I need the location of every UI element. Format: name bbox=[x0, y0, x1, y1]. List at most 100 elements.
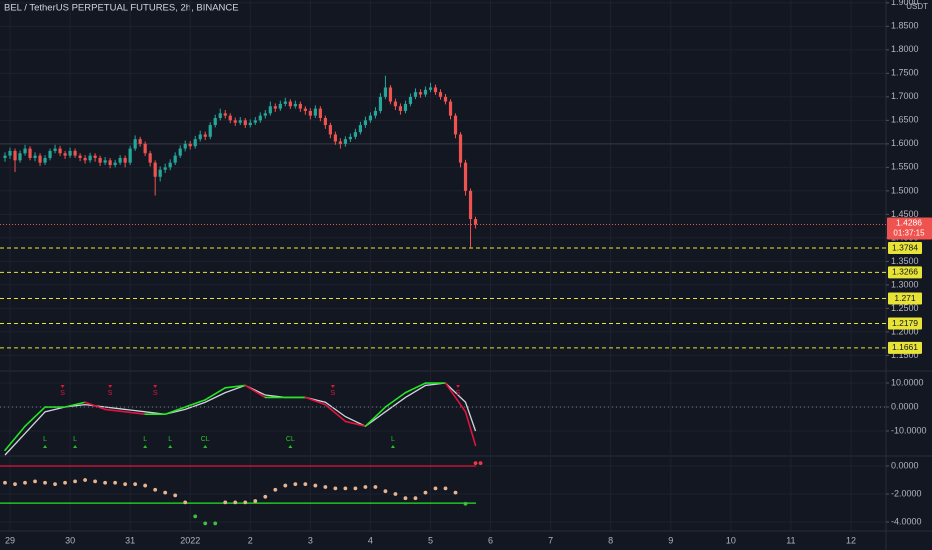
oscillator-segment bbox=[464, 411, 477, 447]
dot bbox=[53, 482, 57, 487]
oscillator-segment bbox=[24, 406, 46, 428]
candle-body bbox=[13, 150, 17, 161]
candle-body bbox=[223, 113, 227, 116]
dot bbox=[203, 521, 208, 526]
dot bbox=[83, 478, 87, 482]
candle-body bbox=[458, 134, 463, 163]
y-tick-label: 1.8500 bbox=[891, 21, 919, 31]
candle-body bbox=[218, 113, 222, 119]
candle-body bbox=[238, 120, 242, 123]
level-tag bbox=[888, 317, 922, 330]
candle-body bbox=[428, 87, 433, 90]
long-marker bbox=[390, 445, 395, 448]
candle-body bbox=[88, 155, 92, 161]
candle-body bbox=[188, 143, 192, 147]
dot bbox=[263, 494, 268, 499]
oscillator-segment bbox=[84, 401, 106, 411]
candle-body bbox=[283, 101, 287, 104]
candle-body bbox=[98, 157, 102, 163]
dot bbox=[3, 480, 7, 485]
oscillator-segment bbox=[64, 401, 86, 408]
candle-body bbox=[23, 148, 27, 154]
short-marker bbox=[330, 385, 335, 388]
y-tick-label: 1.6500 bbox=[891, 115, 919, 125]
signal-dot bbox=[473, 461, 478, 466]
candle-body bbox=[113, 162, 117, 166]
candle-body bbox=[388, 87, 393, 102]
y-tick-label: 1.3000 bbox=[891, 279, 919, 289]
oscillator-segment bbox=[124, 411, 146, 416]
long-label: L bbox=[168, 436, 172, 443]
long-label: CL bbox=[201, 436, 210, 443]
level-tag bbox=[888, 266, 922, 279]
candle-body bbox=[48, 150, 52, 158]
dot bbox=[373, 485, 378, 489]
candle-body bbox=[233, 120, 237, 123]
candle-body bbox=[163, 167, 167, 170]
short-marker bbox=[153, 385, 158, 388]
x-tick-label: 30 bbox=[65, 535, 75, 545]
dot bbox=[133, 482, 138, 487]
y-tick-label: 1.2000 bbox=[891, 326, 919, 336]
candle-body bbox=[208, 125, 212, 137]
oscillator-segment bbox=[224, 384, 247, 389]
long-label: L bbox=[43, 436, 47, 443]
countdown-label: 01:37:15 bbox=[893, 229, 925, 238]
oscillator-segment bbox=[364, 406, 387, 428]
dot bbox=[443, 486, 448, 491]
last-price-label: 1.4286 bbox=[896, 218, 922, 228]
candle-body bbox=[78, 155, 82, 158]
y-tick-label: -10.0000 bbox=[891, 425, 927, 435]
y-tick-label: 1.3500 bbox=[891, 256, 919, 266]
candle-body bbox=[373, 110, 378, 116]
x-tick-label: 3 bbox=[308, 535, 313, 545]
candle-body bbox=[378, 96, 383, 111]
candle-body bbox=[293, 103, 297, 107]
short-label: S bbox=[108, 390, 113, 397]
candle-body bbox=[358, 125, 363, 133]
short-label: S bbox=[331, 390, 336, 397]
dot bbox=[423, 490, 428, 495]
candle-body bbox=[423, 89, 428, 95]
candle-body bbox=[108, 160, 112, 166]
candle-body bbox=[53, 148, 57, 151]
dot bbox=[323, 485, 328, 489]
candle-body bbox=[328, 125, 332, 135]
long-label: L bbox=[143, 436, 147, 443]
y-tick-label: 0.0000 bbox=[891, 401, 919, 411]
long-label: L bbox=[391, 436, 395, 443]
dot bbox=[393, 492, 398, 496]
candle-body bbox=[253, 120, 257, 123]
candle-body bbox=[243, 120, 247, 126]
x-tick-label: 29 bbox=[5, 535, 15, 545]
dot bbox=[333, 486, 338, 491]
candle-body bbox=[143, 143, 147, 154]
long-marker bbox=[168, 445, 173, 448]
candle-body bbox=[248, 122, 252, 126]
candle-body bbox=[43, 157, 47, 163]
candle-body bbox=[123, 157, 127, 163]
dot bbox=[193, 514, 198, 519]
x-tick-label: 9 bbox=[668, 535, 673, 545]
candle-body bbox=[73, 150, 77, 156]
x-tick-label: 12 bbox=[846, 535, 856, 545]
candle-body bbox=[473, 219, 478, 225]
y-tick-label: 1.6000 bbox=[891, 138, 919, 148]
candle-body bbox=[403, 103, 408, 111]
level-label: 1.271 bbox=[894, 293, 916, 303]
oscillator-segment bbox=[344, 420, 367, 428]
candle-body bbox=[288, 101, 292, 107]
dot bbox=[383, 489, 388, 494]
y-tick-label: 1.5000 bbox=[891, 185, 919, 195]
dot bbox=[13, 482, 17, 487]
candle-body bbox=[138, 139, 142, 144]
dot bbox=[303, 482, 308, 487]
candle-body bbox=[228, 115, 232, 121]
dot bbox=[433, 486, 438, 491]
candle-body bbox=[268, 106, 272, 114]
last-price-tag bbox=[887, 217, 932, 240]
y-tick-label: 1.8000 bbox=[891, 44, 919, 54]
candle-body bbox=[128, 148, 132, 163]
oscillator-segment bbox=[104, 408, 126, 413]
